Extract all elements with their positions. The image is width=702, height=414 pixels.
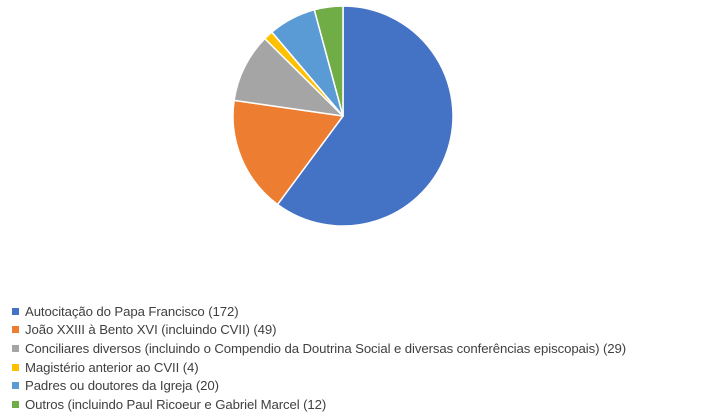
legend-label: Magistério anterior ao CVII (4)	[25, 359, 199, 375]
pie-slice-6	[313, 5, 344, 117]
legend-swatch	[12, 382, 19, 390]
legend-swatch	[12, 363, 19, 371]
pie-slice-2	[232, 99, 344, 206]
legend-item-4: Magistério anterior ao CVII (4)	[12, 358, 702, 377]
pie-slice-1	[276, 5, 454, 227]
legend-swatch	[12, 344, 19, 352]
legend-swatch	[12, 307, 19, 315]
legend-item-5: Padres ou doutores da Igreja (20)	[12, 376, 702, 395]
pie-plot-area	[232, 5, 454, 227]
legend-label: João XXIII à Bento XVI (incluindo CVII) …	[25, 322, 277, 338]
legend-label: Outros (incluindo Paul Ricoeur e Gabriel…	[25, 396, 327, 412]
legend-label: Autocitação do Papa Francisco (172)	[25, 303, 239, 319]
legend-item-1: Autocitação do Papa Francisco (172)	[12, 302, 702, 321]
legend-label: Padres ou doutores da Igreja (20)	[25, 378, 219, 394]
pie-slice-3	[233, 37, 344, 117]
legend-item-2: João XXIII à Bento XVI (incluindo CVII) …	[12, 321, 702, 340]
legend-swatch	[12, 400, 19, 408]
legend-item-3: Conciliares diversos (incluindo o Compen…	[12, 339, 702, 358]
legend-label: Conciliares diversos (incluindo o Compen…	[25, 340, 627, 356]
legend-swatch	[12, 326, 19, 334]
legend-item-6: Outros (incluindo Paul Ricoeur e Gabriel…	[12, 395, 702, 414]
chart-legend: Autocitação do Papa Francisco (172) João …	[12, 302, 702, 414]
